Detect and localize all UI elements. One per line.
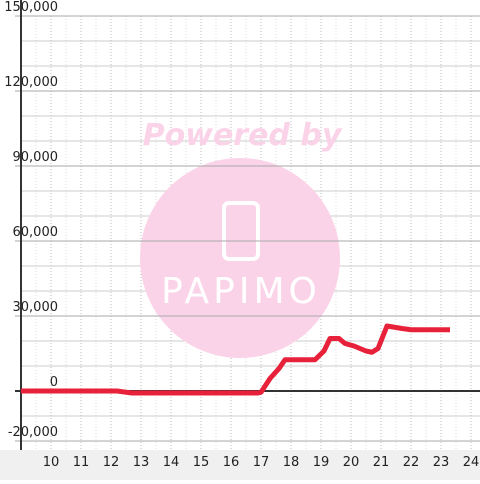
x-tick-label: 11: [73, 455, 90, 470]
x-tick-label: 24: [463, 455, 480, 470]
x-axis-band: [0, 450, 480, 480]
y-tick-label: -20,000: [8, 425, 58, 440]
x-tick-label: 12: [103, 455, 120, 470]
line-series: [21, 323, 450, 396]
x-tick-label: 23: [433, 455, 450, 470]
x-tick-label: 18: [283, 455, 300, 470]
x-tick-label: 19: [313, 455, 330, 470]
x-tick-label: 13: [133, 455, 150, 470]
x-tick-label: 22: [403, 455, 420, 470]
y-tick-label: 30,000: [13, 300, 59, 315]
x-tick-label: 21: [373, 455, 390, 470]
y-tick-label: 150,000: [4, 0, 58, 15]
y-tick-label: 60,000: [13, 225, 59, 240]
x-tick-label: 14: [163, 455, 180, 470]
y-tick-label: 90,000: [13, 150, 59, 165]
x-tick-label: 15: [193, 455, 210, 470]
watermark: Powered by PAPIMO: [140, 118, 343, 358]
watermark-title: Powered by: [143, 118, 343, 153]
x-tick-label: 17: [253, 455, 270, 470]
watermark-logo: PAPIMO: [161, 271, 321, 312]
x-tick-label: 10: [43, 455, 60, 470]
y-tick-label: 120,000: [4, 75, 58, 90]
y-tick-label: 0: [50, 375, 58, 390]
x-tick-label: 16: [223, 455, 240, 470]
x-tick-label: 20: [343, 455, 360, 470]
watermark-phone: [222, 201, 260, 261]
